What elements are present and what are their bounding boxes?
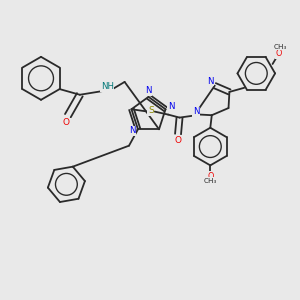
Text: N: N xyxy=(129,126,135,135)
Text: CH₃: CH₃ xyxy=(204,178,217,184)
Text: CH₃: CH₃ xyxy=(274,44,287,50)
Text: NH: NH xyxy=(101,82,114,91)
Text: O: O xyxy=(175,136,182,145)
Text: O: O xyxy=(275,49,282,58)
Text: N: N xyxy=(145,86,152,95)
Text: O: O xyxy=(63,118,70,127)
Text: N: N xyxy=(193,107,199,116)
Text: S: S xyxy=(148,106,154,115)
Text: O: O xyxy=(207,172,214,181)
Text: N: N xyxy=(168,102,174,111)
Text: N: N xyxy=(207,77,214,86)
